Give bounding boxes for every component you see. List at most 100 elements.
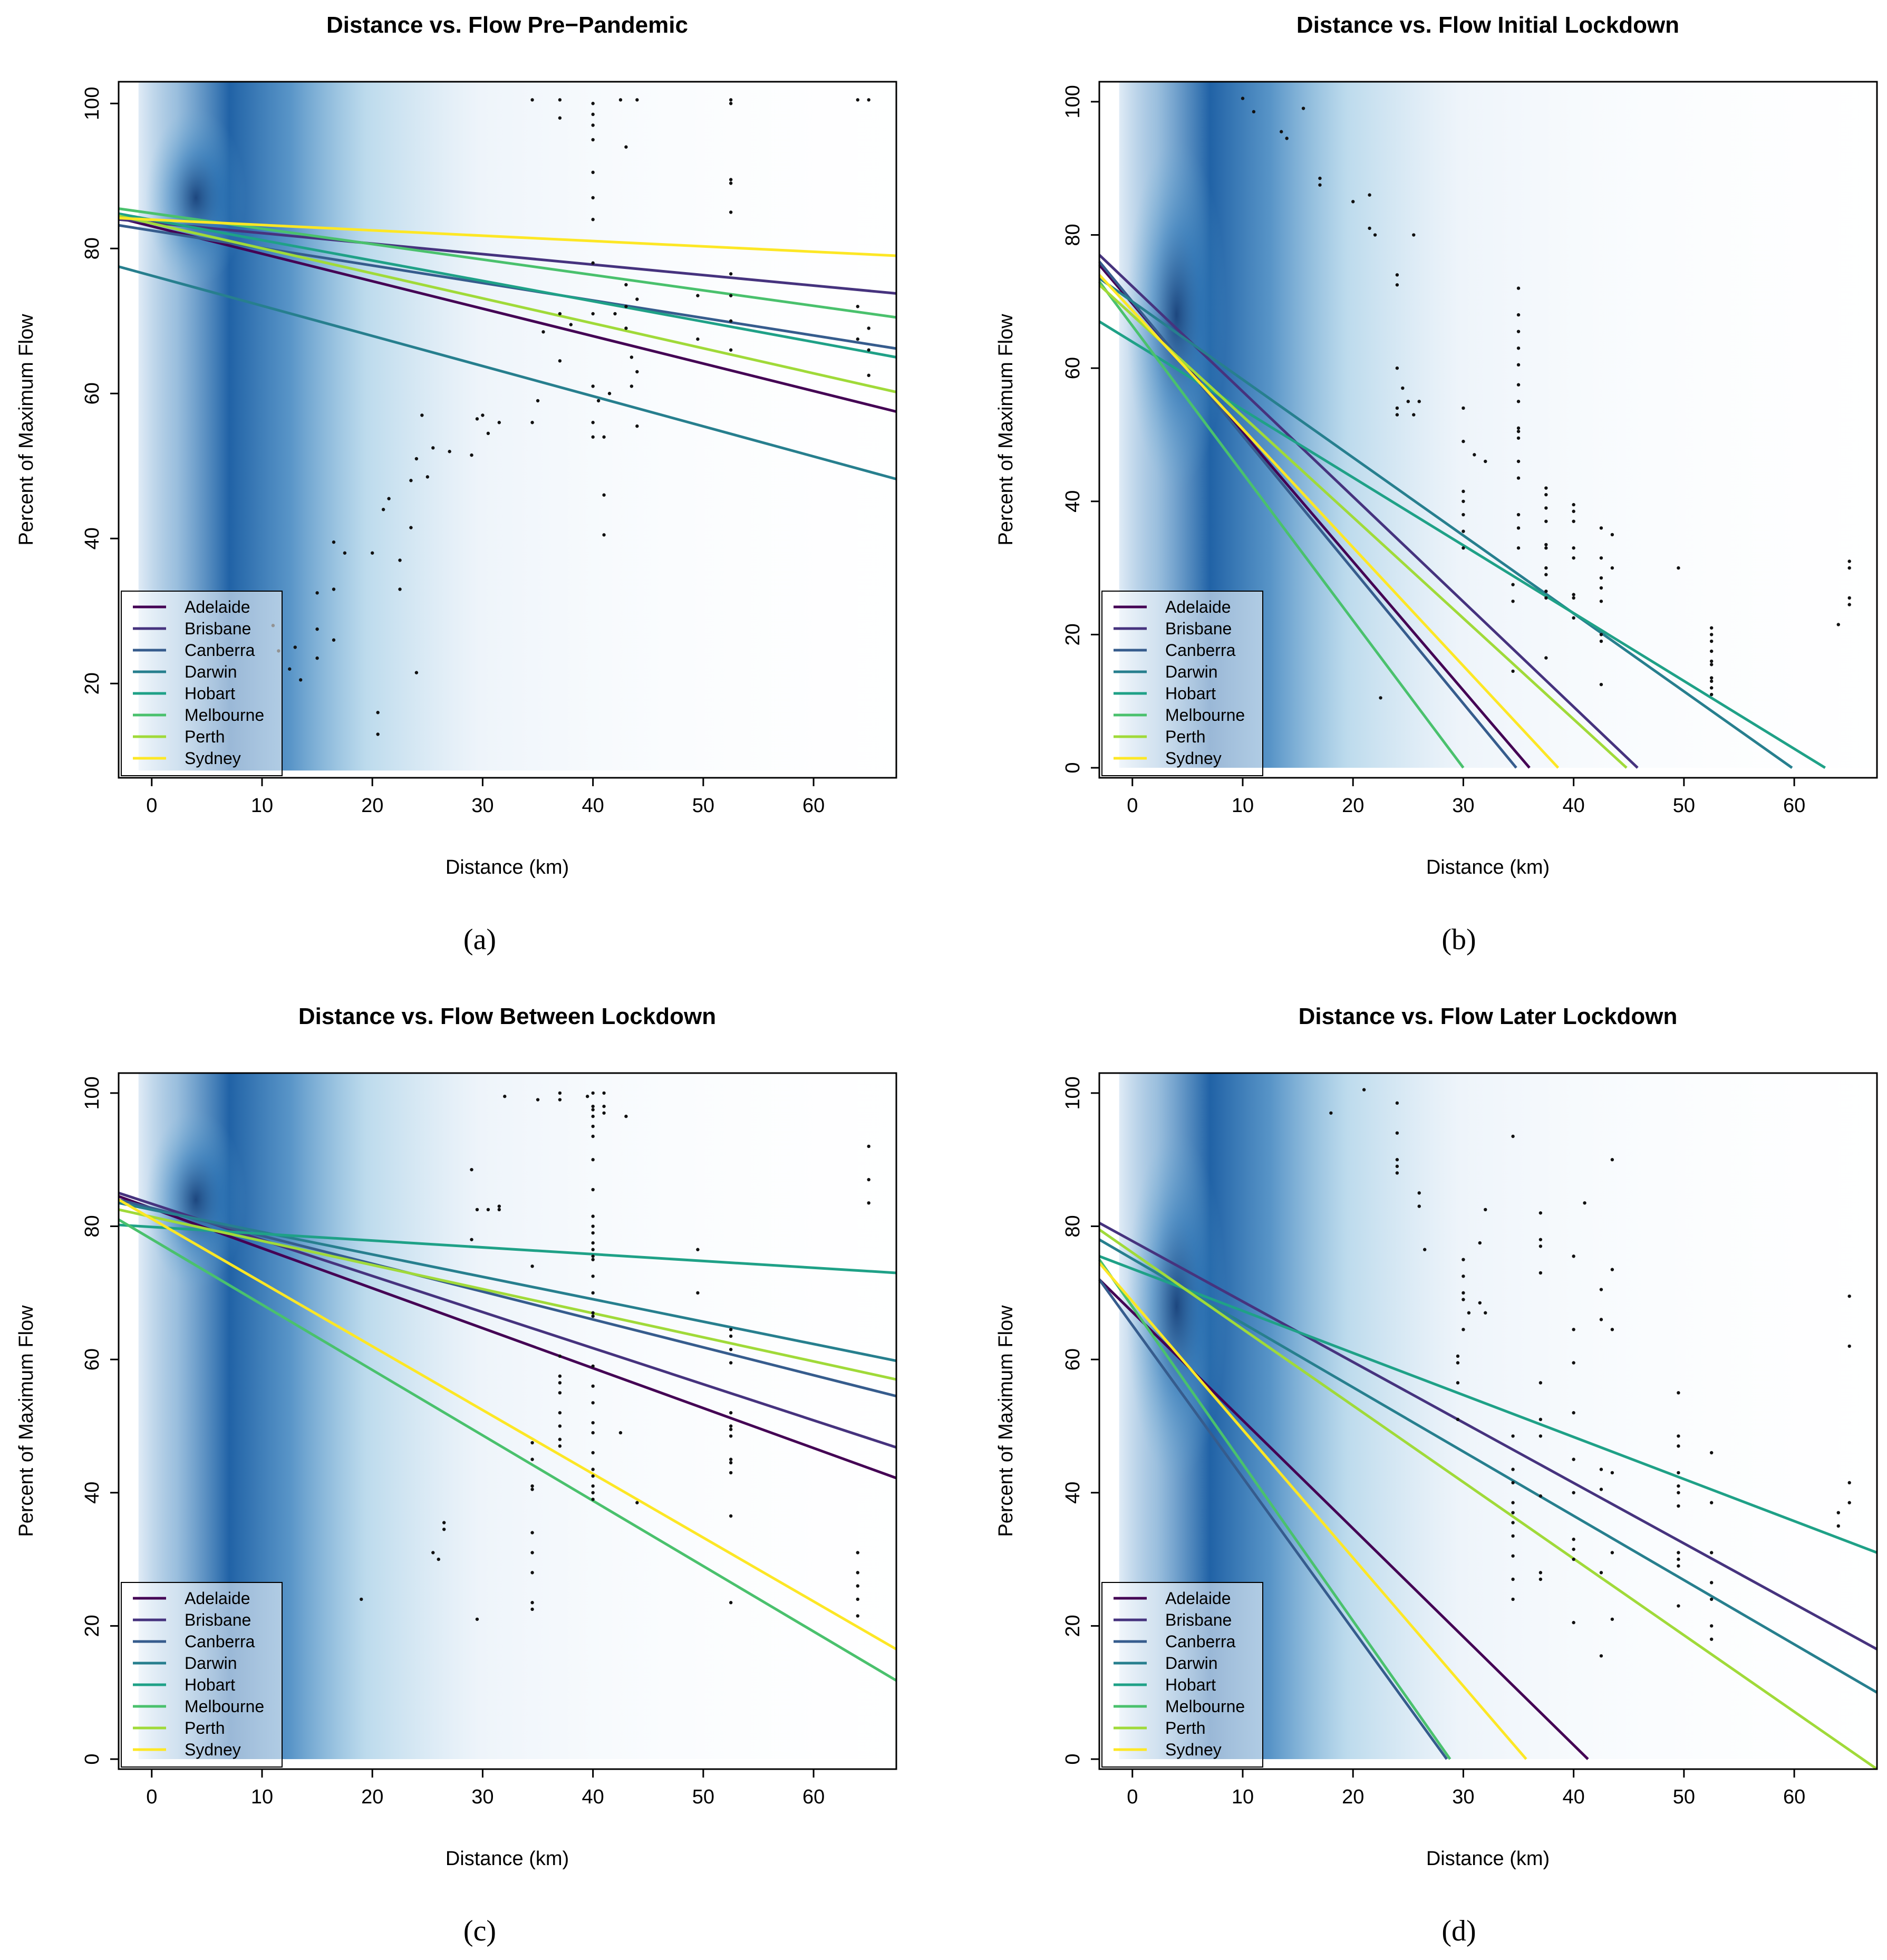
panel-b-data-point [1599, 682, 1603, 687]
panel-d-data-point [1572, 1547, 1575, 1551]
panel-c-data-point [530, 1484, 534, 1488]
panel-c-data-point [591, 1158, 595, 1162]
panel-d-data-point [1599, 1467, 1603, 1471]
panel-b-data-point [1709, 676, 1714, 680]
panel-b-data-point [1572, 546, 1575, 550]
panel-d-data-point [1677, 1391, 1680, 1395]
panel-a-y-tick-label: 80 [81, 237, 103, 259]
panel-b-data-point [1709, 692, 1714, 697]
panel-d-data-point [1511, 1481, 1515, 1485]
panel-d-data-point [1709, 1624, 1714, 1628]
panel-b-data-point [1516, 546, 1521, 550]
panel-d-data-point [1836, 1511, 1840, 1514]
panel-c-data-point [558, 1374, 562, 1378]
panel-a-legend-label-melbourne: Melbourne [185, 706, 264, 725]
panel-a-data-point [696, 294, 700, 297]
panel-d-data-point [1572, 1491, 1575, 1494]
panel-d-data-point [1462, 1291, 1465, 1295]
panel-c-data-point [856, 1551, 859, 1555]
panel-a-data-point [376, 711, 380, 715]
panel-c-legend-label-melbourne: Melbourne [185, 1697, 264, 1716]
panel-d-y-tick-label: 40 [1062, 1482, 1084, 1504]
panel-c-line-melbourne [118, 1218, 897, 1682]
panel-c-data-point [591, 1421, 595, 1425]
panel-c-x-tick-label: 50 [692, 1786, 714, 1808]
panel-c-data-point [729, 1411, 733, 1415]
panel-d-density-core [1126, 1132, 1227, 1481]
panel-b-data-point [1610, 533, 1614, 537]
panel-a-data-point [729, 102, 733, 105]
panel-c-data-point [437, 1557, 440, 1561]
panel-b-data-point [1709, 633, 1714, 636]
panel-a-data-point [591, 421, 595, 424]
panel-b-line-melbourne [1098, 281, 1465, 769]
panel-c-data-point [729, 1328, 733, 1331]
panel-a-data-point [591, 384, 595, 388]
panel-d-data-point [1538, 1417, 1543, 1422]
panel-c-x-tick-label: 40 [582, 1786, 604, 1808]
panel-d-data-point [1456, 1354, 1460, 1358]
panel-a-density-core [146, 108, 246, 287]
panel-c-x-tick-label: 0 [146, 1786, 157, 1808]
panel-b-data-point [1412, 233, 1416, 237]
panel-d-data-point [1677, 1551, 1680, 1555]
panel-c-data-point [558, 1354, 562, 1358]
panel-c-y-tick-label: 80 [81, 1215, 103, 1237]
panel-b-data-point [1516, 400, 1521, 403]
panel-b-data-point [1572, 593, 1575, 596]
panel-d-data-point [1610, 1268, 1614, 1271]
panel-d-xlabel: Distance (km) [1426, 1848, 1550, 1870]
panel-a-x-tick-label: 10 [251, 795, 273, 817]
panel-a-legend-box [121, 591, 283, 776]
panel-c-data-point [585, 1095, 589, 1098]
panel-d-data-point [1362, 1088, 1366, 1092]
panel-d-data-point [1484, 1208, 1487, 1212]
panel-d-data-point [1583, 1201, 1586, 1205]
panel-b-data-point [1368, 226, 1371, 230]
panel-d-data-point [1511, 1554, 1515, 1558]
panel-a-data-point [630, 355, 634, 359]
panel-c-y-ticks: 0 20 40 60 80 100 [81, 1076, 119, 1765]
panel-c-data-point [635, 1501, 639, 1504]
panel-a-data-point [448, 450, 451, 453]
panel-d-line-melbourne [1098, 1259, 1451, 1760]
panel-a-data-point [635, 297, 639, 301]
panel-c-data-point [591, 1291, 595, 1295]
panel-d-x-ticks: 0 10 20 30 40 50 60 [1127, 1769, 1805, 1808]
panel-b-data-point [1599, 633, 1603, 636]
panel-d-data-point [1462, 1275, 1465, 1278]
panel-a-data-point [856, 337, 859, 341]
panel-b-x-tick-label: 10 [1232, 795, 1254, 817]
panel-b-data-point [1709, 679, 1714, 683]
panel-b-data-point [1285, 137, 1289, 140]
panel-a-data-point [332, 540, 336, 544]
panel-a-data-point [630, 384, 634, 388]
panel-d: Distance vs. Flow Later Lockdown Distanc… [995, 1003, 1878, 1947]
panel-c-line-sydney [118, 1198, 897, 1650]
panel-b-data-point [1572, 509, 1575, 513]
panel-c-data-point [591, 1241, 595, 1245]
panel-b-data-point [1516, 286, 1521, 290]
panel-a-line-brisbane [118, 218, 897, 295]
panel-c-data-point [558, 1381, 562, 1385]
panel-a-data-point [376, 732, 380, 736]
panel-b-data-point [1511, 583, 1515, 586]
panel-c-data-point [591, 1384, 595, 1388]
panel-c-data-point [856, 1584, 859, 1588]
panel-c-data-point [558, 1391, 562, 1395]
panel-a-x-tick-label: 0 [146, 795, 157, 817]
panel-d-data-point [1538, 1211, 1543, 1215]
panel-b-data-point [1544, 486, 1548, 490]
panel-a-legend-label-sydney: Sydney [185, 749, 241, 768]
panel-c-data-point [729, 1601, 733, 1605]
panel-b-line-canberra [1098, 260, 1517, 769]
panel-a-line-sydney [118, 217, 897, 257]
panel-a-data-point [729, 98, 733, 102]
panel-c-line-adelaide [118, 1195, 897, 1480]
panel-c-data-point [729, 1348, 733, 1351]
panel-d-data-point [1417, 1204, 1421, 1208]
panel-b-data-point [1599, 586, 1603, 590]
panel-a: Distance vs. Flow Pre−Pandemic Distance … [15, 12, 897, 956]
panel-b-data-point [1462, 489, 1465, 494]
panel-a-data-point [558, 98, 562, 102]
